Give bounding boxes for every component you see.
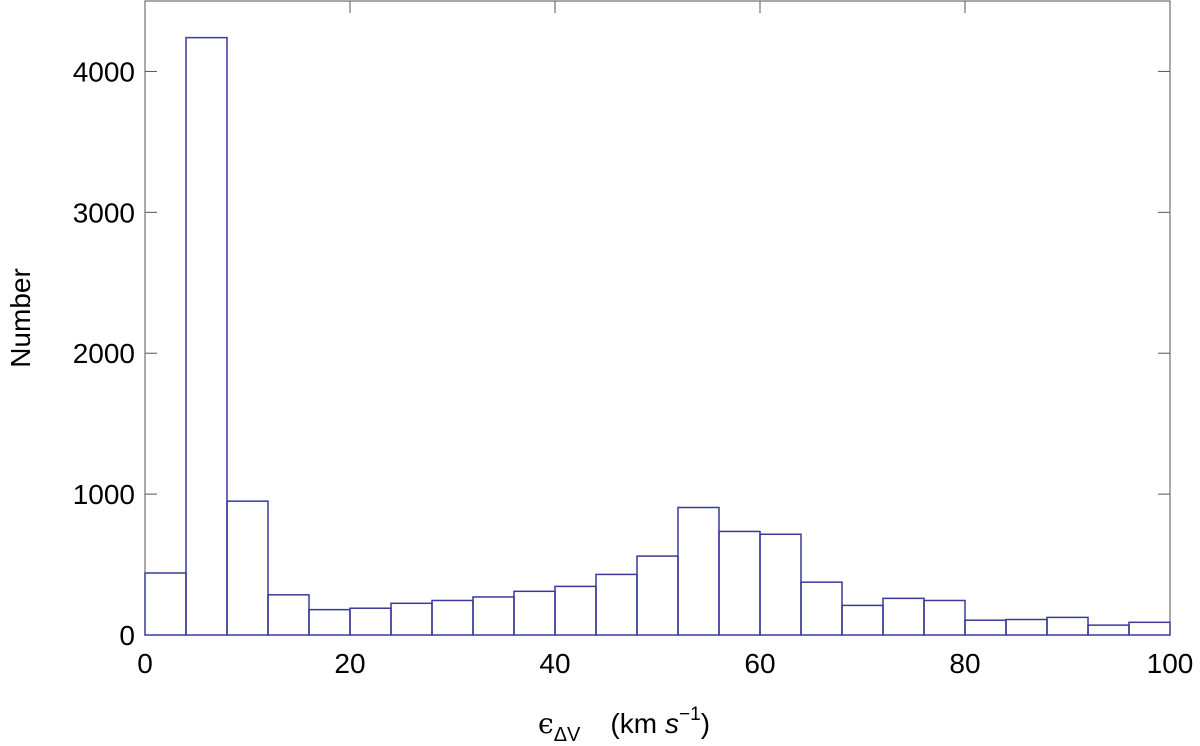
histogram-bar (595, 573, 638, 636)
y-tick-label: 3000 (73, 197, 135, 228)
histogram-bar (759, 533, 802, 636)
histogram-bar (349, 607, 392, 636)
histogram-bar (841, 604, 884, 636)
histogram-bar (185, 36, 228, 636)
x-label-unit: s (665, 708, 679, 739)
histogram-bar (226, 500, 269, 636)
y-tick-label: 4000 (73, 56, 135, 87)
y-tick-label: 2000 (73, 338, 135, 369)
histogram-bar (1128, 621, 1171, 636)
histogram-bar (636, 555, 679, 636)
histogram-bar (1005, 618, 1048, 636)
y-axis-label: Number (5, 268, 36, 368)
x-tick-label: 0 (137, 648, 153, 679)
histogram-bar (677, 506, 720, 636)
x-axis-label: ϵΔV (km s−1) (538, 704, 710, 746)
histogram-bar (1046, 616, 1089, 636)
y-tick-label: 0 (119, 620, 135, 651)
histogram-bar (1087, 624, 1130, 636)
x-label-close: ) (701, 708, 710, 739)
x-tick-label: 80 (949, 648, 980, 679)
histogram-bar (882, 597, 925, 636)
histogram-bar (431, 599, 474, 636)
histogram-bar (964, 619, 1007, 636)
histogram-bar (554, 585, 597, 636)
histogram-bar (472, 596, 515, 636)
histogram-bar (800, 581, 843, 636)
x-tick-label: 60 (744, 648, 775, 679)
plot-frame (144, 0, 1171, 636)
x-label-power: −1 (679, 704, 701, 725)
x-label-symbol: ϵ (538, 707, 554, 740)
x-label-subscript: ΔV (554, 724, 581, 746)
histogram-bar (513, 590, 556, 636)
histogram-bar (390, 602, 433, 636)
histogram-bar (144, 572, 187, 636)
x-tick-label: 100 (1147, 648, 1194, 679)
histogram-bar (923, 599, 966, 636)
y-tick-label: 1000 (73, 479, 135, 510)
histogram-bar (308, 608, 351, 636)
histogram-bar (267, 594, 310, 636)
x-tick-label: 40 (539, 648, 570, 679)
x-tick-label: 20 (334, 648, 365, 679)
histogram-bar (718, 530, 761, 636)
x-label-open: (km (610, 708, 657, 739)
